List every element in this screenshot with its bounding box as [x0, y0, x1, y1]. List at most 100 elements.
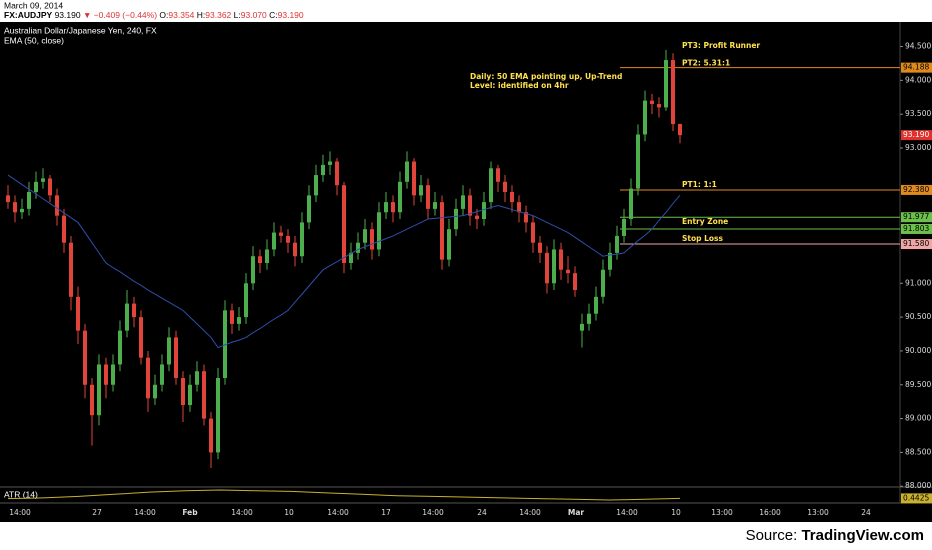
candle [461, 185, 465, 216]
candle-body [279, 232, 283, 236]
candle-body [188, 384, 192, 406]
candle [160, 354, 164, 392]
candle-body [377, 212, 381, 250]
candle-body [41, 178, 45, 182]
level-tag [901, 62, 932, 73]
candle [97, 354, 101, 426]
candle [587, 303, 591, 331]
candle [580, 313, 584, 348]
candle [356, 232, 360, 260]
atr-line [7, 489, 681, 501]
candle-body [174, 337, 178, 378]
candle-body [489, 168, 493, 203]
candle-body [363, 229, 367, 243]
candle [447, 219, 451, 267]
candle-body [27, 191, 31, 209]
candle [118, 320, 122, 372]
last: 93.190 [55, 10, 81, 20]
candle-body [405, 161, 409, 182]
candle [405, 151, 409, 189]
candle [531, 215, 535, 253]
y-tick-label: 90.000 [905, 346, 931, 355]
candle-body [321, 164, 325, 176]
open: 93.354 [168, 10, 194, 20]
candle [83, 323, 87, 399]
candle [13, 195, 17, 223]
candle-body [349, 252, 353, 263]
candle-body [384, 202, 388, 213]
x-tick-label: 16:00 [759, 508, 781, 517]
candle [90, 378, 94, 446]
candle [132, 296, 136, 328]
y-tick-label: 88.000 [905, 481, 931, 490]
y-tick-label: 94.500 [905, 42, 931, 51]
candle-body [20, 208, 24, 213]
last-price-label: 93.190 [903, 130, 929, 139]
candle [657, 97, 661, 118]
change: ▼ −0.409 (−0.44%) [83, 10, 157, 20]
candle [475, 208, 479, 230]
candle [27, 181, 31, 216]
candle-body [650, 100, 654, 105]
candle-body [160, 364, 164, 385]
candle-body [335, 161, 339, 186]
candle-body [34, 181, 38, 192]
candle [314, 164, 318, 203]
source: Source: TradingView.com [746, 527, 924, 544]
candle [307, 185, 311, 230]
candle [433, 191, 437, 216]
candle-body [167, 337, 171, 365]
candle-body [580, 323, 584, 331]
last-price-tag [901, 130, 932, 141]
candle-body [398, 181, 402, 213]
candle-body [531, 222, 535, 243]
candle [664, 49, 668, 111]
candle-body [678, 124, 682, 136]
candle [384, 191, 388, 220]
candle-body [153, 384, 157, 399]
low-label: L: [234, 10, 241, 20]
candle-body [573, 273, 577, 291]
candle-body [342, 185, 346, 263]
y-tick-label: 89.000 [905, 414, 931, 423]
candle [216, 367, 220, 460]
low: 93.070 [241, 10, 267, 20]
candle [426, 178, 430, 220]
candle [545, 246, 549, 294]
candle [153, 374, 157, 406]
x-tick-label: Mar [568, 508, 585, 517]
candle-body [307, 195, 311, 223]
candle-body [286, 235, 290, 243]
candle [258, 249, 262, 274]
level-label: 91.580 [903, 239, 929, 248]
candle-body [552, 249, 556, 284]
x-tick-label: 24 [861, 508, 871, 517]
source-brand: TradingView.com [801, 527, 924, 544]
level-label: 91.977 [903, 212, 929, 221]
candle-body [139, 317, 143, 358]
candle [139, 310, 143, 365]
level-note: Entry Zone [682, 217, 728, 226]
level-note: PT1: 1:1 [682, 180, 717, 189]
candle [510, 185, 514, 213]
candle-body [433, 202, 437, 209]
x-tick-label: 10 [671, 508, 681, 517]
x-tick-label: 14:00 [422, 508, 444, 517]
high-label: H: [197, 10, 206, 20]
close-label: C: [269, 10, 278, 20]
candle-body [111, 364, 115, 385]
ema-legend: EMA (50, close) [4, 35, 64, 45]
candle [251, 246, 255, 291]
candle-body [517, 202, 521, 213]
high: 93.362 [205, 10, 231, 20]
candle [76, 286, 80, 345]
level-note: PT2: 5.31:1 [682, 59, 730, 68]
candle [272, 222, 276, 257]
atr-value-label: 0.4425 [903, 493, 929, 502]
x-tick-label: 14:00 [9, 508, 31, 517]
candle [650, 93, 654, 115]
y-tick-label: 93.500 [905, 109, 931, 118]
candle [104, 357, 108, 399]
candle-body [265, 249, 269, 263]
